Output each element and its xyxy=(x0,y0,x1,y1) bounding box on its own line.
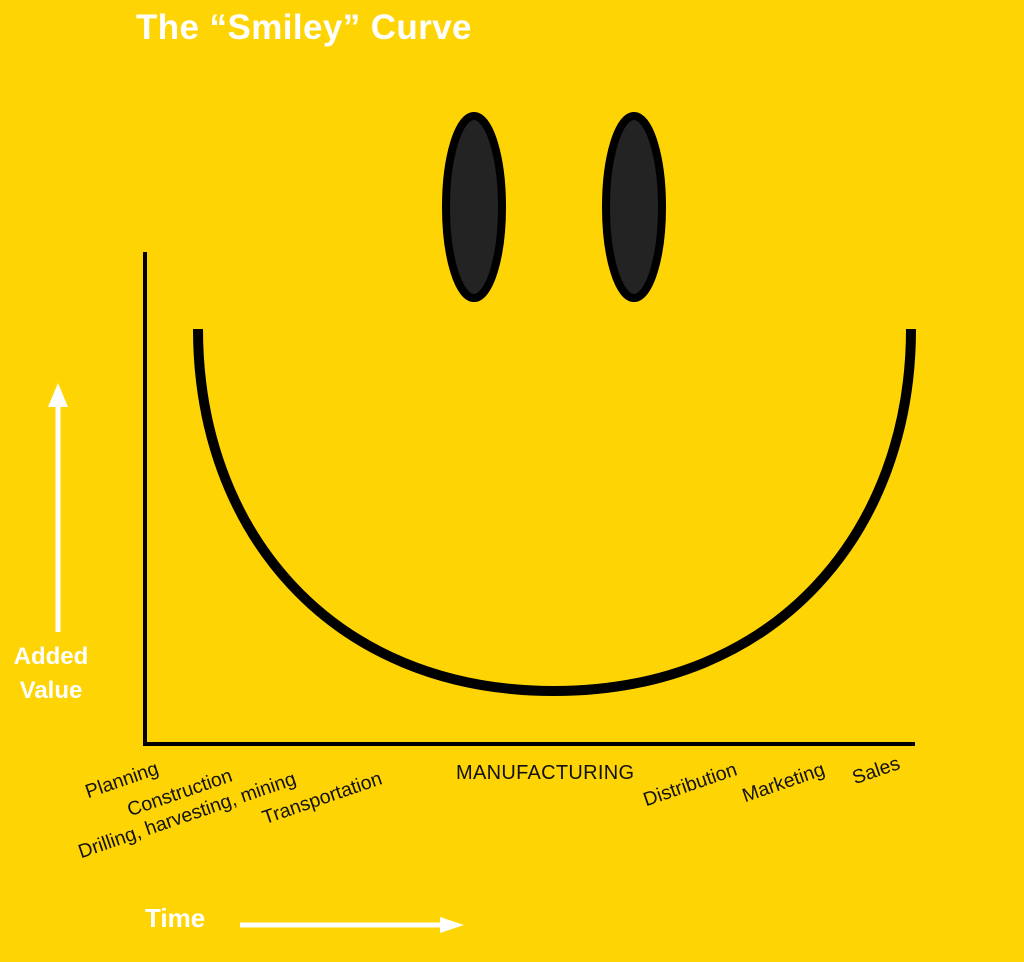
smiley-value-curve xyxy=(193,328,916,697)
y-axis-label: Added Value xyxy=(13,643,89,704)
right-eye-icon xyxy=(602,112,666,302)
left-eye-icon xyxy=(442,112,506,302)
right-arrow-icon xyxy=(240,917,464,933)
page-title: The “Smiley” Curve xyxy=(136,8,472,47)
x-tick-manufacturing: MANUFACTURING xyxy=(456,762,635,784)
x-axis-label: Time xyxy=(145,903,206,933)
up-arrow-icon xyxy=(48,383,68,632)
